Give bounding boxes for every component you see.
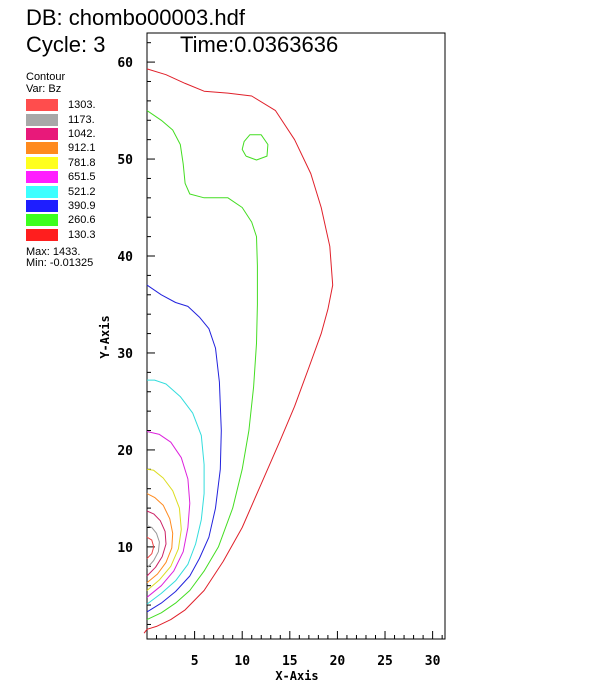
contour-line-6515	[146, 431, 191, 598]
y-tick-label: 40	[117, 250, 133, 265]
legend-swatch	[26, 199, 58, 212]
legend-swatch	[26, 185, 58, 198]
legend-title: Contour	[26, 71, 66, 83]
legend-level-row: 260.6	[26, 213, 116, 227]
x-tick-label: 5	[191, 654, 199, 669]
plot-frame	[146, 32, 446, 640]
legend-level-row: 1173.	[26, 112, 116, 126]
legend-level-label: 1042.	[68, 127, 96, 140]
x-tick-label: 30	[425, 654, 441, 669]
x-tick-label: 10	[234, 654, 250, 669]
y-tick-label: 60	[117, 56, 133, 71]
cycle-label: Cycle: 3	[26, 32, 106, 57]
legend-swatch	[26, 99, 58, 112]
legend-level-row: 130.3	[26, 228, 116, 242]
contour-line-1042	[146, 510, 167, 577]
legend-swatch	[26, 214, 58, 227]
legend-level-row: 521.2	[26, 184, 116, 198]
contour-line-2606	[241, 134, 269, 161]
legend-level-label: 260.6	[68, 214, 96, 227]
contour-line-3909	[146, 284, 222, 613]
legend-level-row: 1303.	[26, 98, 116, 112]
x-tick-label: 25	[377, 654, 393, 669]
legend-level-label: 521.2	[68, 185, 96, 198]
legend-level-label: 1173.	[68, 113, 95, 126]
legend-level-label: 912.1	[68, 142, 96, 155]
legend-swatch	[26, 171, 58, 184]
y-tick-label: 50	[117, 153, 133, 168]
y-tick-label: 20	[117, 444, 133, 459]
legend-swatch	[26, 127, 58, 140]
contour-line-1173	[146, 525, 160, 569]
x-axis-title: X-Axis	[275, 669, 318, 683]
legend-swatch	[26, 113, 58, 126]
legend-swatch	[26, 142, 58, 155]
legend-level-row: 781.8	[26, 156, 116, 170]
contour-line-1303	[143, 629, 148, 634]
y-tick-label: 30	[117, 347, 133, 362]
legend-level-label: 1303.	[68, 99, 96, 112]
legend-level-label: 390.9	[68, 199, 96, 212]
legend-level-label: 651.5	[68, 171, 96, 184]
contour-line-1303	[146, 68, 334, 630]
contour-line-1303	[146, 536, 155, 559]
x-tick-label: 15	[282, 654, 298, 669]
axis-ticks: 5 10 15 20 25 30 10 20 30 40 50 60	[117, 42, 443, 669]
y-axis-title: Y-Axis	[98, 315, 112, 358]
legend-level-label: 130.3	[68, 228, 96, 241]
legend-swatch	[26, 228, 58, 241]
contour-line-5212	[146, 379, 205, 605]
database-label: DB: chombo00003.hdf	[26, 5, 245, 30]
legend-level-row: 651.5	[26, 170, 116, 184]
x-tick-label: 20	[330, 654, 346, 669]
legend-level-label: 781.8	[68, 156, 96, 169]
contour-legend: Contour Var: Bz 1303. 1173. 1042. 912.1 781.…	[26, 71, 116, 269]
contour-line-2606	[146, 110, 258, 621]
time-label: Time:0.0363636	[180, 32, 339, 57]
legend-swatch	[26, 156, 58, 169]
legend-level-row: 912.1	[26, 141, 116, 155]
contour-line-7818	[146, 468, 182, 591]
contour-line-9121	[146, 493, 174, 584]
legend-min: Min: -0.01325	[26, 256, 94, 269]
y-tick-label: 10	[117, 541, 133, 556]
legend-variable: Var: Bz	[26, 83, 62, 95]
legend-levels: 1303. 1173. 1042. 912.1 781.8 651.5 521.2 390.9…	[26, 98, 116, 242]
legend-level-row: 1042.	[26, 127, 116, 141]
legend-max: Max: 1433.	[26, 245, 81, 258]
legend-level-row: 390.9	[26, 199, 116, 213]
contour-lines	[143, 68, 334, 634]
